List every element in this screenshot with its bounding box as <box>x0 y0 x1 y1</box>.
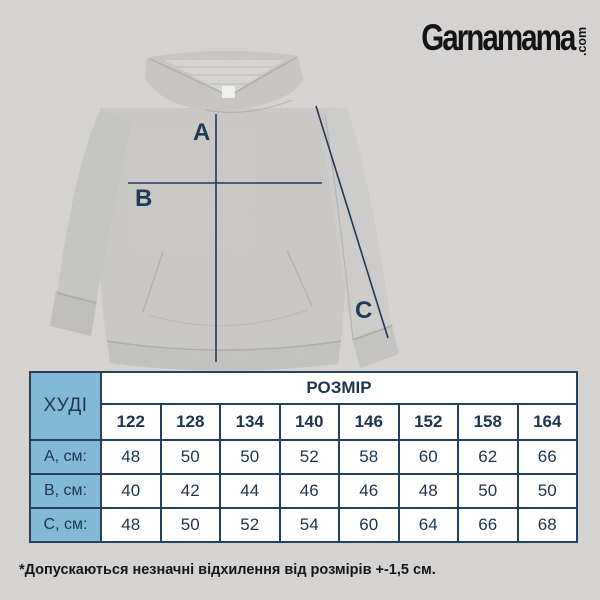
value-cell: 50 <box>159 507 221 543</box>
value-cell: 46 <box>278 473 340 509</box>
value-cell: 60 <box>397 439 459 475</box>
value-cell: 44 <box>219 473 281 509</box>
value-cell: 54 <box>278 507 340 543</box>
size-table: ХУДІ РОЗМІР 122 128 134 140 146 152 158 … <box>29 371 578 543</box>
brand-logo-tld: .com <box>574 26 589 56</box>
brand-logo-text: Garnamama <box>421 17 576 58</box>
value-cell: 46 <box>338 473 400 509</box>
row-label-cell: С, см: <box>29 507 102 543</box>
brand-logo: Garnamama .com <box>383 17 589 60</box>
size-header-cell: РОЗМІР <box>100 371 578 405</box>
measure-label-b: B <box>135 185 152 212</box>
value-cell: 64 <box>397 507 459 543</box>
size-cell: 158 <box>457 403 519 441</box>
value-cell: 66 <box>457 507 519 543</box>
value-cell: 50 <box>516 473 578 509</box>
value-cell: 58 <box>338 439 400 475</box>
measurement-lines <box>128 105 389 362</box>
table-row: 122 128 134 140 146 152 158 164 <box>30 403 578 441</box>
measure-label-a: A <box>193 119 210 146</box>
row-label-cell: А, см: <box>29 439 102 475</box>
product-name-cell: ХУДІ <box>29 371 102 441</box>
measure-label-c: C <box>355 297 372 324</box>
size-cell: 122 <box>100 403 162 441</box>
value-cell: 62 <box>457 439 519 475</box>
value-cell: 42 <box>159 473 221 509</box>
row-label-cell: В, см: <box>29 473 102 509</box>
measure-line-c <box>315 105 389 339</box>
value-cell: 52 <box>219 507 281 543</box>
value-cell: 68 <box>516 507 578 543</box>
size-cell: 146 <box>338 403 400 441</box>
size-cell: 128 <box>159 403 221 441</box>
value-cell: 48 <box>100 439 162 475</box>
value-cell: 48 <box>397 473 459 509</box>
hoodie-diagram: A B C <box>50 50 399 371</box>
size-cell: 152 <box>397 403 459 441</box>
size-cell: 140 <box>278 403 340 441</box>
value-cell: 52 <box>278 439 340 475</box>
value-cell: 48 <box>100 507 162 543</box>
value-cell: 40 <box>100 473 162 509</box>
value-cell: 50 <box>219 439 281 475</box>
table-row-c: С, см: 48 50 52 54 60 64 66 68 <box>29 507 578 543</box>
table-row-a: А, см: 48 50 50 52 58 60 62 66 <box>29 439 578 475</box>
value-cell: 50 <box>159 439 221 475</box>
value-cell: 50 <box>457 473 519 509</box>
tolerance-footnote: *Допускаються незначні відхилення від ро… <box>19 562 436 578</box>
value-cell: 60 <box>338 507 400 543</box>
size-cell: 164 <box>516 403 578 441</box>
value-cell: 66 <box>516 439 578 475</box>
table-row-b: В, см: 40 42 44 46 46 48 50 50 <box>29 473 578 509</box>
table-row: ХУДІ РОЗМІР <box>29 371 578 441</box>
size-cell: 134 <box>219 403 281 441</box>
